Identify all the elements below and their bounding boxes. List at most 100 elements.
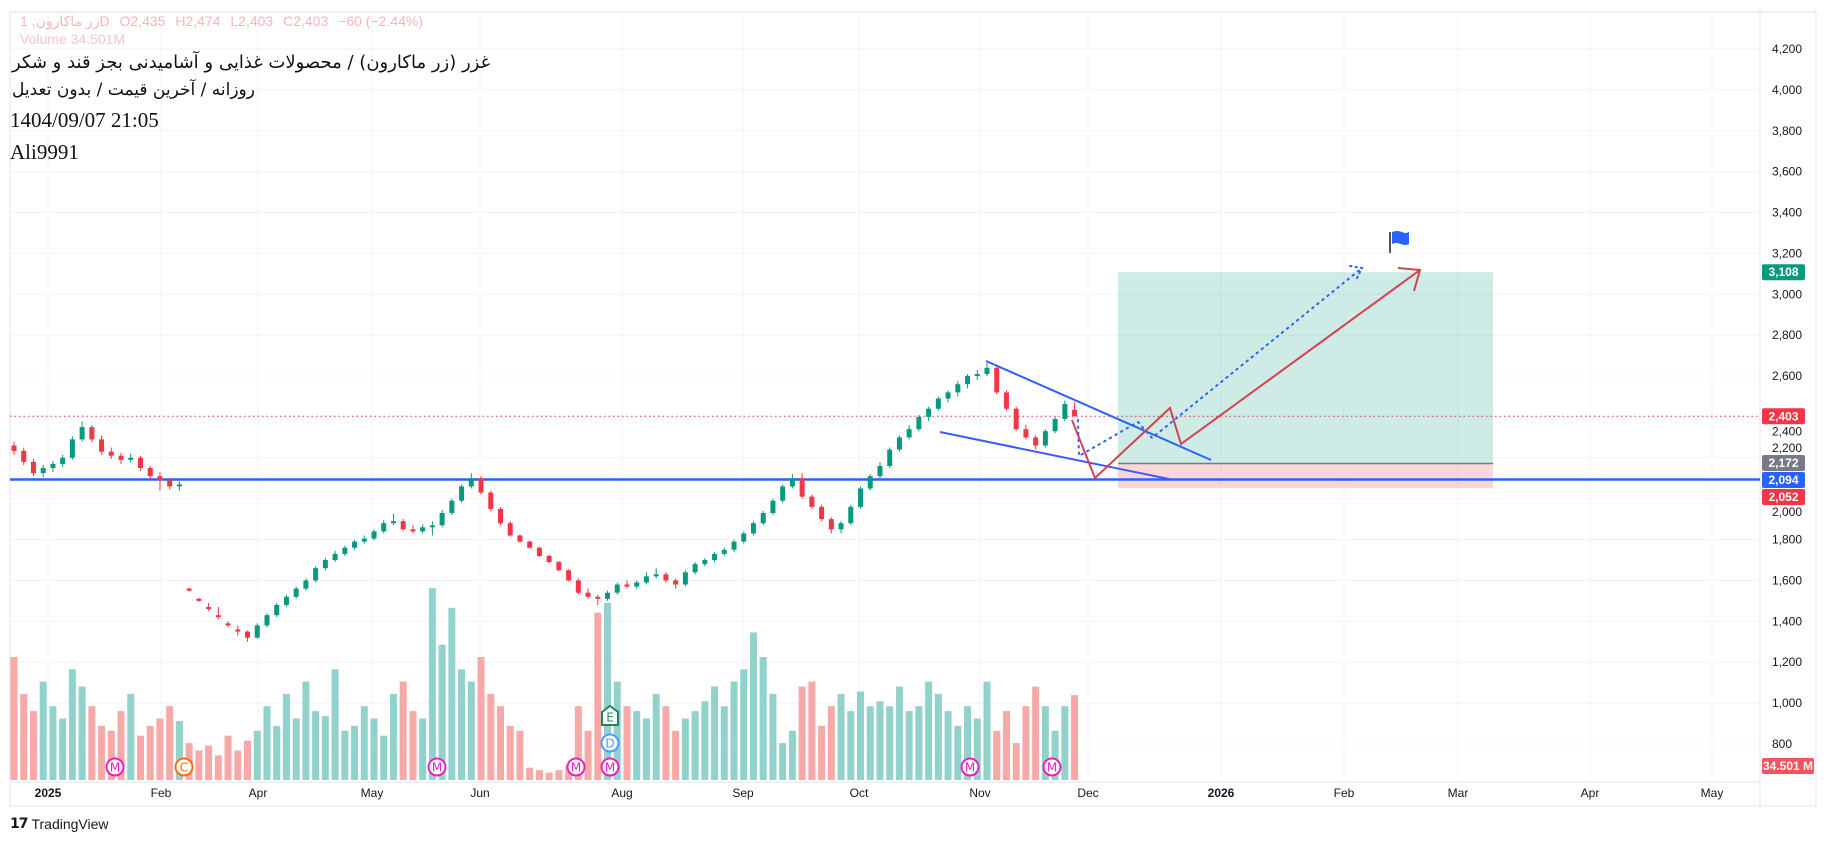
projection-path-arrow[interactable] bbox=[1071, 269, 1421, 480]
volume-bar bbox=[1022, 706, 1030, 780]
price-tick-label: 2,600 bbox=[1772, 369, 1802, 383]
candle-body bbox=[819, 506, 825, 520]
time-tick-label: Apr bbox=[1581, 786, 1600, 800]
candle-body bbox=[507, 523, 513, 536]
candle bbox=[186, 587, 192, 592]
candle-body bbox=[478, 478, 484, 493]
candle-body bbox=[390, 521, 396, 524]
time-tick-label: Sep bbox=[732, 786, 754, 800]
flag-icon[interactable] bbox=[1389, 231, 1409, 253]
candle bbox=[712, 551, 718, 563]
ohlc-legend: زر ماکارون, 1D O2,435 H2,474 L2,403 C2,4… bbox=[20, 13, 429, 29]
volume-series bbox=[10, 588, 1079, 780]
tradingview-logo[interactable]: 17 TradingView bbox=[10, 816, 109, 832]
candle bbox=[935, 396, 941, 411]
candle bbox=[780, 484, 786, 503]
price-tick-label: 3,800 bbox=[1772, 124, 1802, 138]
wedge-upper-trendline[interactable] bbox=[985, 360, 1212, 461]
marker-shape bbox=[427, 757, 447, 777]
candle-body bbox=[556, 562, 562, 571]
event-marker-m-icon[interactable]: M bbox=[1042, 757, 1062, 777]
target-zone[interactable] bbox=[1118, 272, 1493, 464]
volume-bar bbox=[1032, 686, 1040, 780]
volume-bar bbox=[594, 612, 602, 780]
candle bbox=[429, 521, 435, 536]
candle-body bbox=[984, 367, 990, 374]
wedge-lower-trendline[interactable] bbox=[939, 431, 1170, 480]
volume-bar bbox=[652, 693, 660, 780]
candle bbox=[206, 602, 212, 612]
stop-zone[interactable] bbox=[1118, 463, 1493, 489]
candle bbox=[1003, 390, 1009, 411]
volume-bar bbox=[29, 711, 37, 780]
volume-bar bbox=[915, 706, 923, 780]
candle-body bbox=[235, 629, 241, 632]
candle bbox=[157, 472, 163, 491]
marker-letter: E bbox=[606, 711, 614, 725]
event-marker-m-icon[interactable]: M bbox=[105, 757, 125, 777]
candle-body bbox=[682, 572, 688, 585]
candle-body bbox=[887, 449, 893, 466]
candle bbox=[400, 519, 406, 532]
event-marker-d-icon[interactable]: D bbox=[600, 733, 620, 753]
time-axis[interactable]: 2025 Feb Apr May Jun Aug Sep Oct Nov Dec 2026 Feb Ma… bbox=[35, 786, 1724, 800]
time-tick-label: Nov bbox=[969, 786, 990, 800]
marker-letter: M bbox=[965, 761, 975, 775]
event-marker-m-icon[interactable]: M bbox=[427, 757, 447, 777]
price-badge-bg bbox=[1762, 489, 1805, 505]
timestamp: 1404/09/07 21:05 bbox=[10, 108, 159, 132]
volume-bar bbox=[244, 740, 252, 780]
volume-bar bbox=[253, 730, 261, 780]
price-tick-label: 2,000 bbox=[1772, 505, 1802, 519]
price-badge-bg bbox=[1762, 264, 1805, 281]
volume-bar bbox=[98, 725, 106, 780]
candle-body bbox=[624, 584, 630, 587]
event-marker-m-icon[interactable]: M bbox=[566, 757, 586, 777]
candle bbox=[896, 435, 902, 452]
price-badge: 2,172 bbox=[1762, 455, 1805, 471]
event-marker-m-icon[interactable]: M bbox=[600, 757, 620, 777]
volume-bar bbox=[964, 706, 972, 780]
event-marker-m-icon[interactable]: M bbox=[960, 757, 980, 777]
price-tick-label: 1,200 bbox=[1772, 655, 1802, 669]
candle-body bbox=[30, 461, 36, 474]
candle bbox=[614, 582, 620, 595]
candle bbox=[916, 414, 922, 432]
candle-body bbox=[21, 450, 27, 462]
volume-bar bbox=[117, 711, 125, 780]
volume-bar bbox=[516, 730, 524, 780]
price-axis[interactable]: 4,200 4,000 3,800 3,600 3,400 3,200 3,000 2,800… bbox=[1762, 42, 1814, 774]
volume-bar bbox=[740, 669, 748, 780]
volume-bar bbox=[574, 706, 582, 780]
candle-body bbox=[575, 580, 581, 593]
drawings[interactable] bbox=[939, 231, 1422, 480]
candle bbox=[867, 474, 873, 491]
candle-body bbox=[99, 439, 105, 452]
volume-bar bbox=[419, 718, 427, 780]
long-position-tool[interactable] bbox=[1118, 272, 1493, 489]
candle-body bbox=[303, 580, 309, 589]
price-tick-label: 3,200 bbox=[1772, 246, 1802, 260]
time-tick-label: Aug bbox=[611, 786, 632, 800]
projection-path-dotted[interactable] bbox=[1077, 267, 1363, 458]
candle bbox=[410, 525, 416, 534]
candle-body bbox=[828, 519, 834, 530]
event-marker-e-icon[interactable]: E bbox=[601, 704, 619, 726]
volume-bar bbox=[642, 718, 650, 780]
candle bbox=[1033, 435, 1039, 450]
candle bbox=[342, 545, 348, 556]
candle-body bbox=[40, 468, 46, 474]
candle-body bbox=[186, 588, 192, 591]
event-marker-c-icon[interactable]: C bbox=[174, 757, 194, 777]
time-tick-label: May bbox=[361, 786, 384, 800]
candle bbox=[887, 447, 893, 469]
candle bbox=[741, 531, 747, 544]
candle bbox=[585, 588, 591, 599]
horizontal-levels[interactable] bbox=[10, 415, 1760, 481]
candle-body bbox=[945, 392, 951, 399]
candle bbox=[546, 554, 552, 564]
candle-body bbox=[498, 508, 503, 524]
symbol-legend: زر ماکارون, 1D bbox=[20, 13, 110, 29]
